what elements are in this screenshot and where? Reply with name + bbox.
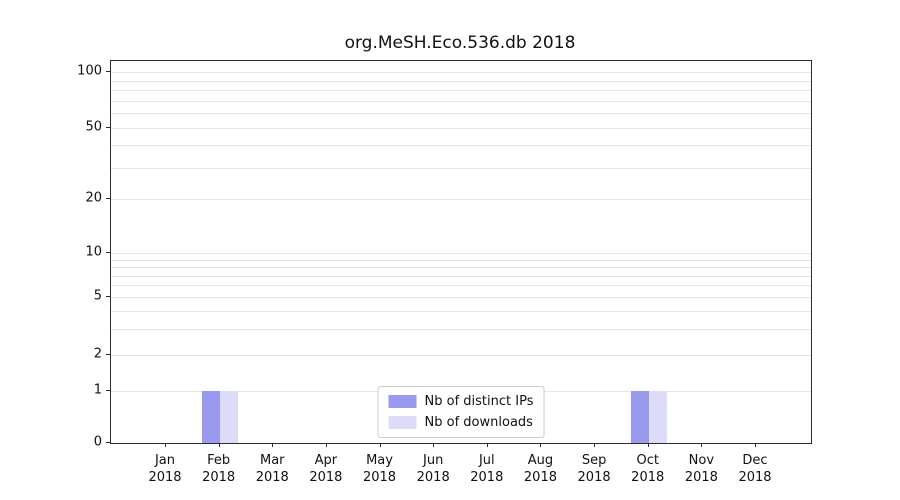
x-axis-tick-label: Jun 2018 <box>416 453 450 485</box>
gridline <box>111 167 811 169</box>
gridline <box>111 100 811 102</box>
y-tick-mark <box>106 296 110 297</box>
gridline <box>111 285 811 287</box>
x-tick-mark <box>540 443 542 447</box>
gridline <box>111 311 811 313</box>
x-axis-tick-label: Nov 2018 <box>684 453 718 485</box>
bar-distinct-ips <box>201 391 220 443</box>
y-tick-mark <box>106 390 110 391</box>
x-tick-mark <box>701 443 703 447</box>
legend-item-distinct-ips: Nb of distinct IPs <box>388 394 534 409</box>
gridline <box>111 128 811 129</box>
y-axis-tick-label: 20 <box>85 190 102 206</box>
y-tick-mark <box>106 127 110 128</box>
bar-downloads <box>648 391 667 443</box>
x-tick-mark <box>594 443 596 447</box>
y-axis-tick-label: 5 <box>93 288 102 304</box>
x-tick-mark <box>379 443 381 447</box>
chart-title: org.MeSH.Eco.536.db 2018 <box>344 33 576 53</box>
gridline <box>111 113 811 115</box>
x-axis-tick-label: Aug 2018 <box>523 453 557 485</box>
x-axis-tick-label: Sep 2018 <box>577 453 611 485</box>
x-tick-mark <box>325 443 327 447</box>
x-tick-mark <box>272 443 274 447</box>
gridline <box>111 259 811 261</box>
x-axis-tick-label: Dec 2018 <box>738 453 772 485</box>
legend-item-downloads: Nb of downloads <box>388 415 534 430</box>
x-axis-tick-label: Mar 2018 <box>255 453 289 485</box>
legend-label-distinct-ips: Nb of distinct IPs <box>424 394 534 409</box>
legend-swatch-downloads <box>388 416 417 429</box>
legend-label-downloads: Nb of downloads <box>424 415 533 430</box>
gridline <box>111 72 811 73</box>
bar-downloads <box>219 391 238 443</box>
x-tick-mark <box>755 443 756 447</box>
gridline <box>111 199 811 200</box>
x-tick-mark <box>647 443 649 447</box>
y-axis-tick-label: 1 <box>93 382 102 398</box>
y-axis-tick-label: 10 <box>85 244 102 260</box>
x-tick-mark <box>486 443 488 447</box>
gridline <box>111 90 811 92</box>
gridline <box>111 253 811 254</box>
y-axis-tick-label: 100 <box>77 63 102 79</box>
y-tick-mark <box>106 354 110 355</box>
x-tick-mark <box>218 443 220 447</box>
x-tick-mark <box>433 443 435 447</box>
gridline <box>111 145 811 147</box>
y-tick-mark <box>106 71 110 72</box>
gridline <box>111 329 811 331</box>
x-axis-tick-label: Apr 2018 <box>309 453 343 485</box>
y-axis-tick-label: 50 <box>85 119 102 135</box>
x-axis-tick-label: Jul 2018 <box>470 453 504 485</box>
gridline <box>111 267 811 269</box>
y-axis-tick-label: 2 <box>93 346 102 362</box>
y-axis-tick-label: 0 <box>93 434 102 450</box>
legend-swatch-distinct-ips <box>388 395 417 408</box>
gridline <box>111 80 811 82</box>
gridline <box>111 355 811 356</box>
y-tick-mark <box>106 252 110 253</box>
legend: Nb of distinct IPs Nb of downloads <box>377 386 545 438</box>
bar-distinct-ips <box>630 391 649 443</box>
plot-area: Nb of distinct IPs Nb of downloads <box>110 60 812 444</box>
x-tick-mark <box>165 443 166 447</box>
x-axis-tick-label: Feb 2018 <box>202 453 236 485</box>
x-axis-tick-label: Jan 2018 <box>148 453 182 485</box>
x-axis-tick-label: Oct 2018 <box>631 453 665 485</box>
gridline <box>111 297 811 298</box>
y-tick-mark <box>106 442 110 443</box>
y-tick-mark <box>106 198 110 199</box>
gridline <box>111 275 811 277</box>
x-axis-tick-label: May 2018 <box>362 453 397 485</box>
